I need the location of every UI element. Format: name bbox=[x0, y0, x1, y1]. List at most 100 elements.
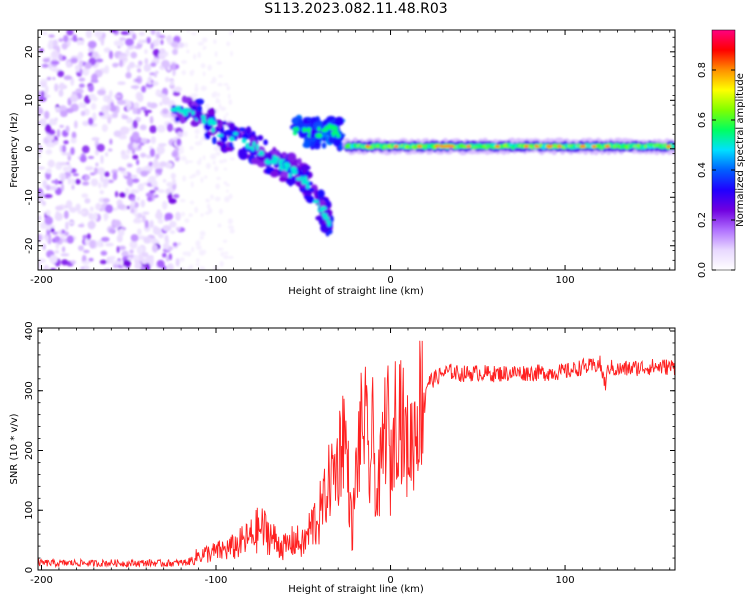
heatmap-noise-cell bbox=[214, 51, 218, 57]
heatmap-noise-cell bbox=[186, 49, 190, 54]
heatmap-noise-cell bbox=[190, 181, 194, 188]
heatmap-noise-cell bbox=[125, 71, 132, 79]
heatmap-noise-cell bbox=[47, 159, 55, 168]
heatmap-noise-cell bbox=[62, 144, 67, 153]
heatmap-noise-cell bbox=[57, 70, 65, 78]
heatmap-noise-cell bbox=[171, 151, 178, 158]
snr-x-tick-label: -100 bbox=[205, 575, 228, 586]
heatmap-noise-cell bbox=[186, 30, 190, 33]
heatmap-noise-cell bbox=[228, 193, 233, 200]
heatmap-streak-cell bbox=[317, 189, 325, 199]
heatmap-noise-cell bbox=[204, 103, 210, 110]
heatmap-noise-cell bbox=[162, 178, 167, 183]
heatmap-noise-cell bbox=[149, 238, 158, 243]
heatmap-noise-cell bbox=[188, 213, 193, 217]
heatmap-noise-cell bbox=[227, 225, 235, 229]
heatmap-streak-cell bbox=[216, 140, 222, 147]
heatmap-noise-cell bbox=[161, 96, 170, 105]
heatmap-noise-cell bbox=[123, 259, 131, 268]
heatmap-noise-cell bbox=[181, 60, 188, 64]
heatmap-noise-cell bbox=[67, 164, 72, 173]
heatmap-noise-cell bbox=[223, 239, 227, 243]
heatmap-noise-cell bbox=[100, 173, 104, 183]
heatmap-noise-cell bbox=[132, 33, 137, 41]
heatmap-streak-cell bbox=[303, 140, 312, 148]
heatmap-noise-cell bbox=[70, 260, 77, 265]
heatmap-noise-cell bbox=[50, 60, 60, 65]
heatmap-noise-cell bbox=[66, 235, 74, 244]
heatmap-noise-cell bbox=[182, 175, 187, 182]
heatmap-noise-cell bbox=[54, 250, 60, 254]
heatmap-noise-cell bbox=[171, 178, 176, 185]
heatmap-noise-cell bbox=[144, 219, 149, 229]
heatmap-noise-cell bbox=[75, 203, 81, 212]
heatmap-noise-cell bbox=[58, 89, 64, 97]
heatmap-peak-cell bbox=[201, 118, 207, 125]
heatmap-noise-cell bbox=[200, 177, 204, 184]
heatmap-noise-cell bbox=[175, 211, 181, 221]
heatmap-noise-cell bbox=[194, 206, 199, 214]
heatmap-noise-cell bbox=[160, 39, 164, 45]
heatmap-noise-cell bbox=[137, 253, 144, 262]
heatmap-noise-cell bbox=[125, 149, 131, 155]
heatmap-noise-cell bbox=[88, 93, 96, 101]
heatmap-noise-cell bbox=[117, 99, 126, 105]
heatmap-streak-cell bbox=[320, 223, 330, 233]
spectrogram-y-tick-label: 10 bbox=[24, 94, 35, 107]
heatmap-noise-cell bbox=[224, 251, 229, 255]
heatmap-noise-cell bbox=[177, 242, 182, 246]
heatmap-streak-cell bbox=[306, 196, 315, 204]
heatmap-noise-cell bbox=[71, 178, 75, 186]
heatmap-carrier-peak bbox=[365, 144, 371, 148]
heatmap-noise-cell bbox=[158, 34, 166, 39]
heatmap-carrier-peak bbox=[524, 144, 530, 148]
heatmap-noise-cell bbox=[140, 265, 146, 270]
heatmap-noise-cell bbox=[143, 109, 153, 114]
heatmap-noise-cell bbox=[117, 81, 126, 85]
heatmap-noise-cell bbox=[210, 80, 214, 84]
heatmap-noise-cell bbox=[202, 71, 206, 77]
heatmap-noise-cell bbox=[54, 212, 63, 222]
heatmap-noise-cell bbox=[144, 58, 149, 65]
heatmap-noise-cell bbox=[150, 42, 154, 50]
heatmap-noise-cell bbox=[61, 259, 69, 266]
heatmap-peak-cell bbox=[274, 157, 278, 165]
snr-y-tick-label: 300 bbox=[24, 381, 35, 400]
heatmap-carrier-peak bbox=[465, 144, 471, 148]
heatmap-noise-cell bbox=[206, 203, 211, 210]
heatmap-noise-cell bbox=[100, 36, 105, 46]
heatmap-noise-cell bbox=[67, 176, 72, 185]
heatmap-noise-cell bbox=[38, 233, 42, 243]
heatmap-noise-cell bbox=[225, 112, 229, 117]
heatmap-noise-cell bbox=[185, 159, 189, 165]
heatmap-peak-cell bbox=[326, 123, 333, 130]
heatmap-noise-cell bbox=[150, 176, 156, 186]
heatmap-noise-cell bbox=[86, 233, 91, 240]
heatmap-noise-cell bbox=[158, 233, 164, 239]
heatmap-noise-cell bbox=[216, 61, 223, 65]
heatmap-noise-cell bbox=[108, 90, 113, 98]
heatmap-noise-cell bbox=[153, 158, 159, 168]
heatmap-noise-cell bbox=[117, 203, 126, 210]
heatmap-peak-cell bbox=[252, 141, 256, 147]
heatmap-noise-cell bbox=[229, 157, 236, 161]
heatmap-noise-cell bbox=[42, 58, 50, 63]
heatmap-noise-cell bbox=[192, 93, 198, 98]
heatmap-noise-cell bbox=[177, 131, 183, 137]
colorbar-tick-label: 0.6 bbox=[697, 112, 708, 128]
heatmap-noise-cell bbox=[87, 220, 96, 230]
heatmap-noise-cell bbox=[151, 244, 159, 253]
heatmap-noise-cell bbox=[175, 258, 180, 267]
heatmap-noise-cell bbox=[79, 155, 87, 163]
heatmap-noise-cell bbox=[42, 179, 48, 189]
heatmap-noise-cell bbox=[207, 64, 212, 71]
heatmap-noise-cell bbox=[52, 39, 58, 48]
heatmap-streak-cell bbox=[217, 121, 223, 130]
heatmap-noise-cell bbox=[224, 196, 230, 203]
heatmap-noise-cell bbox=[112, 62, 119, 68]
heatmap-noise-cell bbox=[140, 137, 148, 144]
heatmap-noise-cell bbox=[130, 85, 140, 89]
heatmap-noise-cell bbox=[130, 174, 138, 178]
heatmap-noise-cell bbox=[149, 258, 154, 268]
heatmap-noise-cell bbox=[162, 243, 170, 250]
